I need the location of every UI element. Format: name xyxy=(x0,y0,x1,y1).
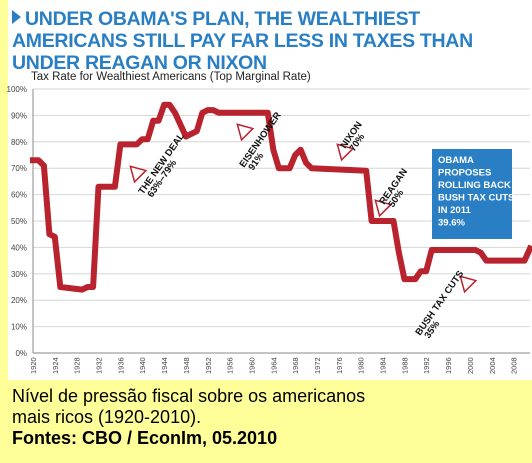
x-tick-label: 1952 xyxy=(204,357,213,374)
headline-text: UNDER OBAMA'S PLAN, THE WEALTHIEST AMERI… xyxy=(12,8,473,74)
x-tick-label: 1940 xyxy=(138,357,147,374)
headline-arrow-icon xyxy=(12,10,21,24)
x-tick-label: 1996 xyxy=(444,357,453,374)
caption: Nível de pressão fiscal sobre os america… xyxy=(12,386,522,449)
y-tick-label: 30% xyxy=(11,270,27,279)
y-axis-ticks: 0% 10% 20% 30% 40% 50% 60% 70% 80% 90% 100% xyxy=(7,85,27,358)
x-tick-label: 1944 xyxy=(160,357,169,374)
x-tick-label: 1976 xyxy=(335,357,344,374)
callout-box xyxy=(432,149,512,239)
era-annotations: THE NEW DEAL63%–79%EISENHOWER91%NIXON70%… xyxy=(129,110,478,341)
callout-line: ROLLING BACK xyxy=(438,180,511,191)
y-tick-label: 40% xyxy=(11,243,27,252)
caption-line-1: Nível de pressão fiscal sobre os america… xyxy=(12,386,366,406)
x-tick-label: 1936 xyxy=(116,357,125,374)
y-tick-label: 80% xyxy=(11,138,27,147)
callout-line: IN 2011 xyxy=(438,205,471,216)
x-tick-label: 1932 xyxy=(95,357,104,374)
x-tick-label: 1924 xyxy=(51,357,60,374)
y-tick-label: 100% xyxy=(7,85,27,94)
y-tick-label: 50% xyxy=(11,217,27,226)
x-tick-label: 2008 xyxy=(510,357,519,374)
tax-rate-series-line xyxy=(30,101,532,293)
y-tick-label: 90% xyxy=(11,111,27,120)
x-tick-label: 2004 xyxy=(488,357,497,374)
y-tick-label: 10% xyxy=(11,323,27,332)
y-tick-label: 70% xyxy=(11,164,27,173)
headline: UNDER OBAMA'S PLAN, THE WEALTHIEST AMERI… xyxy=(12,8,517,74)
y-tick-label: 20% xyxy=(11,296,27,305)
callout-line: 39.6% xyxy=(438,218,465,229)
x-tick-label: 1984 xyxy=(379,357,388,374)
x-tick-label: 1928 xyxy=(73,357,82,374)
x-tick-label: 1964 xyxy=(269,357,278,374)
annotation-marker-icon xyxy=(129,165,148,184)
x-tick-label: 1992 xyxy=(422,357,431,374)
x-tick-label: 1920 xyxy=(29,357,38,374)
annotation-marker-icon xyxy=(336,143,355,162)
x-tick-label: 1972 xyxy=(313,357,322,374)
callout-line: BUSH TAX CUTS xyxy=(438,193,514,204)
annotation-marker-icon xyxy=(236,123,255,142)
x-tick-label: 1968 xyxy=(291,357,300,374)
x-tick-label: 1956 xyxy=(226,357,235,374)
y-tick-label: 60% xyxy=(11,191,27,200)
x-tick-label: 1980 xyxy=(357,357,366,374)
x-tick-label: 2000 xyxy=(466,357,475,374)
callout-line: PROPOSES xyxy=(438,168,491,179)
x-axis-ticks: 1920 1924 1928 1932 1936 1940 1944 1948 1952 1956… xyxy=(29,357,519,374)
chart-title: Tax Rate for Wealthiest Americans (Top M… xyxy=(31,71,311,83)
caption-source: Fontes: CBO / EconIm, 05.2010 xyxy=(12,428,278,448)
x-tick-label: 1988 xyxy=(400,357,409,374)
annotation-marker-icon xyxy=(459,275,478,294)
x-tick-label: 1960 xyxy=(247,357,256,374)
x-tick-label: 1948 xyxy=(182,357,191,374)
callout-line: OBAMA xyxy=(438,155,474,166)
annotation-marker-icon xyxy=(374,199,393,218)
y-tick-label: 0% xyxy=(15,349,27,358)
caption-line-2: mais ricos (1920-2010). xyxy=(12,407,202,427)
